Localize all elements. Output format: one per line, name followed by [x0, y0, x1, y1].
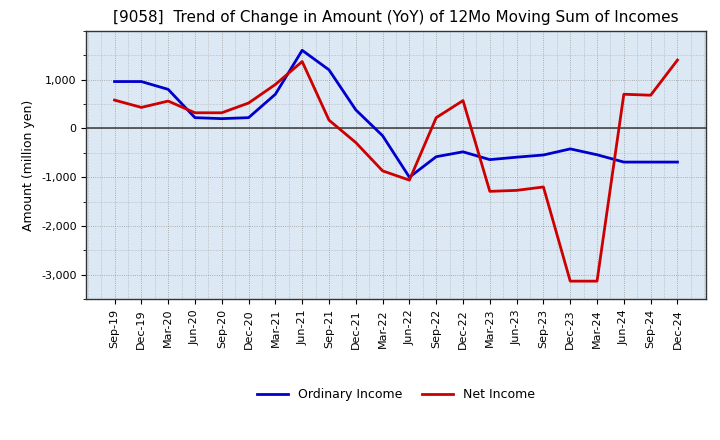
Ordinary Income	[566, 146, 575, 151]
Ordinary Income	[325, 67, 333, 73]
Net Income	[137, 105, 145, 110]
Net Income	[351, 140, 360, 145]
Ordinary Income	[351, 107, 360, 113]
Ordinary Income	[298, 48, 307, 53]
Ordinary Income	[485, 157, 494, 162]
Net Income	[325, 117, 333, 123]
Net Income	[593, 279, 601, 284]
Net Income	[110, 97, 119, 103]
Ordinary Income	[271, 92, 279, 97]
Net Income	[217, 110, 226, 115]
Ordinary Income	[619, 159, 628, 165]
Net Income	[191, 110, 199, 115]
Net Income	[485, 189, 494, 194]
Legend: Ordinary Income, Net Income: Ordinary Income, Net Income	[252, 383, 540, 406]
Net Income	[244, 100, 253, 106]
Title: [9058]  Trend of Change in Amount (YoY) of 12Mo Moving Sum of Incomes: [9058] Trend of Change in Amount (YoY) o…	[113, 11, 679, 26]
Net Income	[647, 92, 655, 98]
Ordinary Income	[110, 79, 119, 84]
Ordinary Income	[593, 152, 601, 158]
Net Income	[271, 82, 279, 87]
Net Income	[405, 177, 414, 183]
Net Income	[539, 184, 548, 190]
Net Income	[619, 92, 628, 97]
Ordinary Income	[513, 154, 521, 160]
Ordinary Income	[191, 115, 199, 120]
Ordinary Income	[378, 133, 387, 138]
Ordinary Income	[647, 159, 655, 165]
Line: Net Income: Net Income	[114, 60, 678, 281]
Net Income	[432, 115, 441, 120]
Net Income	[378, 168, 387, 173]
Ordinary Income	[217, 116, 226, 121]
Net Income	[164, 99, 173, 104]
Ordinary Income	[673, 159, 682, 165]
Ordinary Income	[539, 152, 548, 158]
Net Income	[673, 58, 682, 63]
Ordinary Income	[459, 149, 467, 154]
Ordinary Income	[137, 79, 145, 84]
Ordinary Income	[432, 154, 441, 159]
Ordinary Income	[164, 87, 173, 92]
Net Income	[298, 59, 307, 64]
Ordinary Income	[244, 115, 253, 120]
Ordinary Income	[405, 175, 414, 180]
Y-axis label: Amount (million yen): Amount (million yen)	[22, 99, 35, 231]
Net Income	[513, 188, 521, 193]
Net Income	[566, 279, 575, 284]
Net Income	[459, 98, 467, 103]
Line: Ordinary Income: Ordinary Income	[114, 50, 678, 177]
